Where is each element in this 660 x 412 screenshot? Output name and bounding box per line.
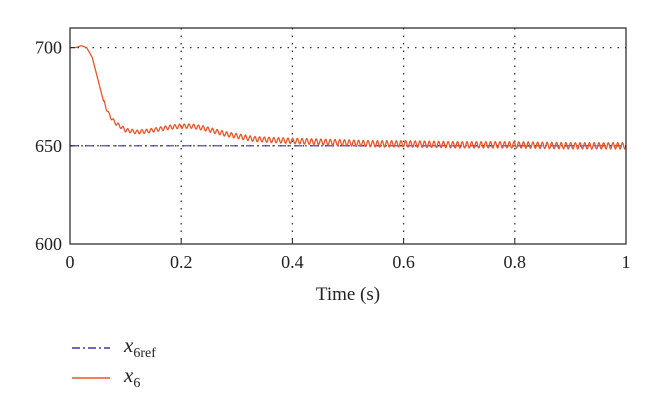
legend-swatch-x6ref xyxy=(72,347,110,349)
x-tick-label: 0.2 xyxy=(170,252,193,272)
series-line-x6 xyxy=(70,44,627,150)
x-tick-label: 1 xyxy=(622,252,631,272)
series-layer xyxy=(70,44,627,150)
legend-label-x6ref: x6ref xyxy=(124,333,156,362)
legend-label-x6: x6 xyxy=(124,363,141,392)
axis-ticks: 0 0.2 0.4 0.6 0.8 1 600 650 700 xyxy=(35,38,631,272)
legend-item-x6: x6 xyxy=(70,363,156,393)
legend-swatch-x6 xyxy=(72,377,110,379)
x-tick-label: 0 xyxy=(66,252,75,272)
plot-frame xyxy=(69,27,627,245)
grid-lines xyxy=(70,28,626,244)
legend: x6ref x6 xyxy=(70,333,156,393)
y-tick-label: 600 xyxy=(35,234,62,254)
line-chart: 0 0.2 0.4 0.6 0.8 1 600 650 700 Time (s) xyxy=(35,27,631,305)
legend-item-x6ref: x6ref xyxy=(70,333,156,363)
y-tick-label: 700 xyxy=(35,38,62,58)
x-axis-title: Time (s) xyxy=(316,284,380,305)
y-tick-label: 650 xyxy=(35,136,62,156)
x-tick-label: 0.6 xyxy=(392,252,415,272)
x-tick-label: 0.4 xyxy=(281,252,304,272)
x-tick-label: 0.8 xyxy=(504,252,527,272)
